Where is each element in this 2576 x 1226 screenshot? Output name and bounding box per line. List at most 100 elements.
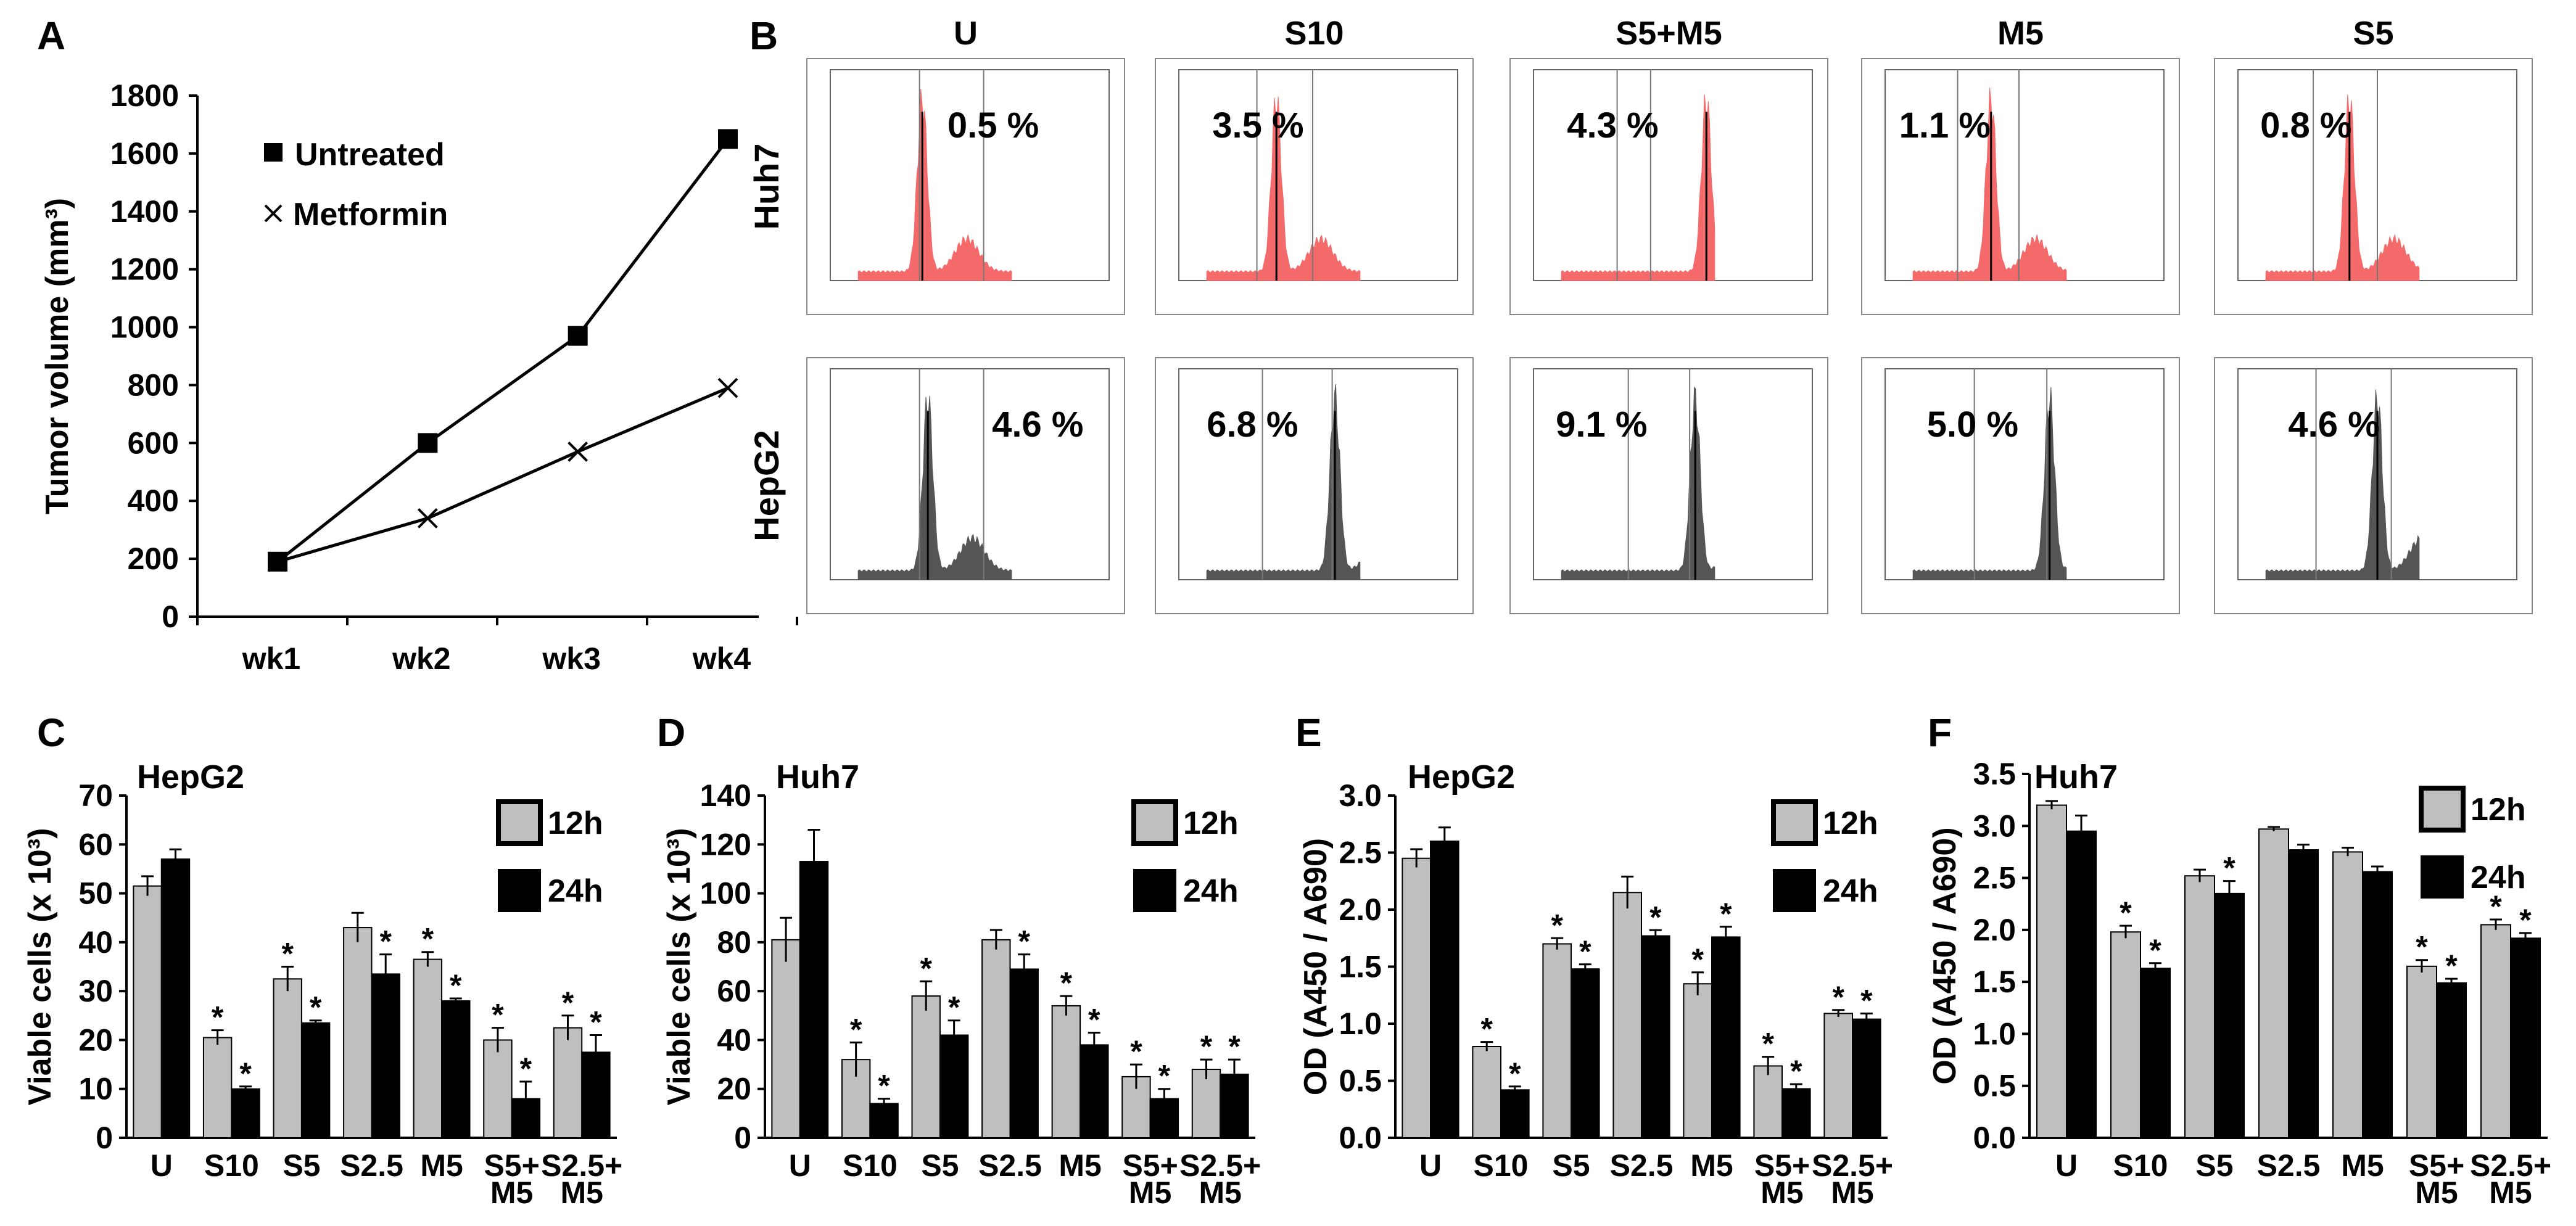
panelC-y-tick-label: 60 [78, 827, 113, 862]
panelE-significance-star: * [1551, 908, 1563, 942]
panel-b-row-label: HepG2 [747, 430, 786, 541]
panelD-x-tick-label: S2.5+ [1179, 1148, 1261, 1183]
panelC-x-tick-label: S10 [204, 1148, 259, 1183]
panelE-significance-star: * [1832, 980, 1844, 1014]
panelD-y-tick-label: 20 [717, 1072, 751, 1106]
panel-e-bar-chart: 0.0 0.5 1.0 1.5 2.0 2.5 3.0OD (A450 / A690) Hep… [1298, 759, 1893, 1210]
panelC-y-tick-label: 30 [78, 974, 113, 1008]
panelF-x-tick-label: S10 [2113, 1148, 2168, 1183]
panel-a-y-tick-label: 1600 [110, 136, 179, 171]
panelF-significance-star: * [2445, 948, 2458, 983]
panelD-significance-star: * [1130, 1034, 1142, 1069]
panelF-x-tick-label: U [2055, 1148, 2078, 1183]
panel-b-histogram-fill [1561, 94, 1715, 281]
panelD-y-tick-label: 140 [700, 778, 751, 813]
panelC-bar-24h [371, 973, 400, 1138]
panel-label-d: D [657, 710, 685, 755]
panelF-y-tick-label: 0.0 [1973, 1121, 2016, 1155]
panelC-significance-star: * [379, 924, 392, 959]
panelD-significance-star: * [948, 990, 960, 1025]
panel-a-series-line-untreated [276, 138, 729, 563]
panelF-y-tick-label: 1.5 [1973, 965, 2016, 999]
panelC-bar-24h [300, 1022, 331, 1139]
panelD-x-tick-label: S5 [921, 1148, 959, 1183]
panelF-significance-star: * [2149, 933, 2161, 968]
panelF-bar-12h [2332, 851, 2363, 1139]
panel-b-sub-g1-percent: 9.1 % [1556, 405, 1647, 445]
panel-b-histogram-fill [1206, 96, 1361, 281]
panel-b-histogram-grid: U S10 S5+M5 M5 S5 Huh7 HepG2 0.5 % 3.5 % 4.3 % 1.1… [747, 15, 2533, 614]
panel-label-b: B [749, 14, 778, 58]
panelD-significance-star: * [1060, 966, 1073, 1000]
panel-label-c: C [37, 710, 65, 755]
panelD-significance-star: * [1228, 1029, 1241, 1064]
panel-b-column-title: S10 [1284, 15, 1344, 52]
panel-b-histogram-fill [1912, 88, 2067, 281]
panel-b-row-label: Huh7 [747, 144, 786, 230]
panelC-x-tick-label: M5 [490, 1175, 533, 1210]
panel-a-y-tick-label: 1000 [110, 310, 179, 345]
panel-a-x-tick-label: wk4 [692, 641, 751, 676]
panel-a-y-tick-label: 0 [162, 599, 179, 634]
panel-a-y-tick-label: 1200 [110, 252, 179, 287]
panelF-y-tick-label: 3.0 [1973, 808, 2016, 843]
panel-a-legend-metformin-label: Metformin [293, 197, 448, 232]
panelE-x-tick-label: S2.5+ [1812, 1148, 1893, 1183]
panel-a-point-untreated [568, 326, 588, 346]
panelF-legend-label: 24h [2471, 860, 2526, 895]
panelD-y-tick-label: 100 [700, 876, 751, 911]
panelD-legend-swatch [1133, 869, 1176, 912]
panelE-x-tick-label: S2.5 [1610, 1148, 1674, 1183]
panelE-significance-star: * [1860, 983, 1873, 1018]
panel-b-histogram-fill [1206, 384, 1361, 580]
panelF-significance-star: * [2490, 889, 2502, 924]
panelE-bar-12h [1542, 943, 1572, 1138]
panelD-bar-12h [771, 939, 801, 1138]
panelC-bar-12h [273, 978, 302, 1138]
panelF-y-tick-label: 1.0 [1973, 1016, 2016, 1051]
panelF-significance-star: * [2416, 930, 2428, 965]
panelD-significance-star: * [1200, 1029, 1213, 1064]
panelC-legend-label: 12h [548, 805, 603, 841]
panelF-title: Huh7 [2034, 759, 2118, 796]
panelE-bar-12h [1472, 1046, 1501, 1138]
panelE-y-tick-label: 0.5 [1339, 1064, 1382, 1098]
panelC-y-tick-label: 10 [78, 1072, 113, 1106]
panelE-bar-12h [1823, 1013, 1853, 1138]
panelF-x-tick-label: M5 [2415, 1175, 2458, 1210]
panelC-significance-star: * [562, 985, 574, 1020]
panelE-bar-24h [1852, 1018, 1881, 1138]
panelE-significance-star: * [1762, 1027, 1774, 1061]
panel-b-histogram-fill [857, 89, 1012, 281]
panelF-y-tick-label: 2.5 [1973, 861, 2016, 895]
panelE-significance-star: * [1691, 942, 1704, 977]
panel-a-y-tick-label: 400 [128, 483, 179, 518]
panel-b-histogram-fill [1912, 387, 2067, 580]
panelD-y-tick-label: 80 [717, 925, 751, 960]
panelD-legend-label: 24h [1183, 873, 1239, 909]
panel-b-column-title: S5+M5 [1616, 15, 1722, 52]
panelD-significance-star: * [1018, 924, 1030, 959]
panelE-bar-12h [1612, 892, 1642, 1138]
panelC-y-axis-label: Viable cells (x 10³) [22, 828, 58, 1106]
panel-a-y-tick-label: 1400 [110, 194, 179, 229]
panelE-y-tick-label: 2.0 [1339, 892, 1382, 927]
panelC-significance-star: * [450, 968, 462, 1003]
panelE-y-tick-label: 0.0 [1339, 1121, 1382, 1155]
panelF-x-tick-label: M5 [2489, 1175, 2532, 1210]
panelD-bar-24h [939, 1034, 969, 1138]
panelD-x-tick-label: M5 [1199, 1175, 1241, 1210]
panelF-significance-star: * [2223, 851, 2235, 886]
panelC-x-tick-label: S2.5+ [541, 1148, 622, 1183]
panelF-bar-12h [2406, 965, 2437, 1139]
panel-b-column-title: M5 [1997, 15, 2044, 52]
panelD-x-tick-label: M5 [1129, 1175, 1171, 1210]
panelD-bar-12h [981, 939, 1011, 1138]
panelD-y-tick-label: 120 [700, 827, 751, 862]
panelD-bar-24h [1080, 1044, 1109, 1139]
panelC-significance-star: * [422, 922, 434, 957]
panel-b-histogram-fill [2265, 389, 2420, 580]
panelC-bar-24h [231, 1088, 260, 1138]
panel-b-sub-g1-percent: 6.8 % [1207, 405, 1298, 445]
